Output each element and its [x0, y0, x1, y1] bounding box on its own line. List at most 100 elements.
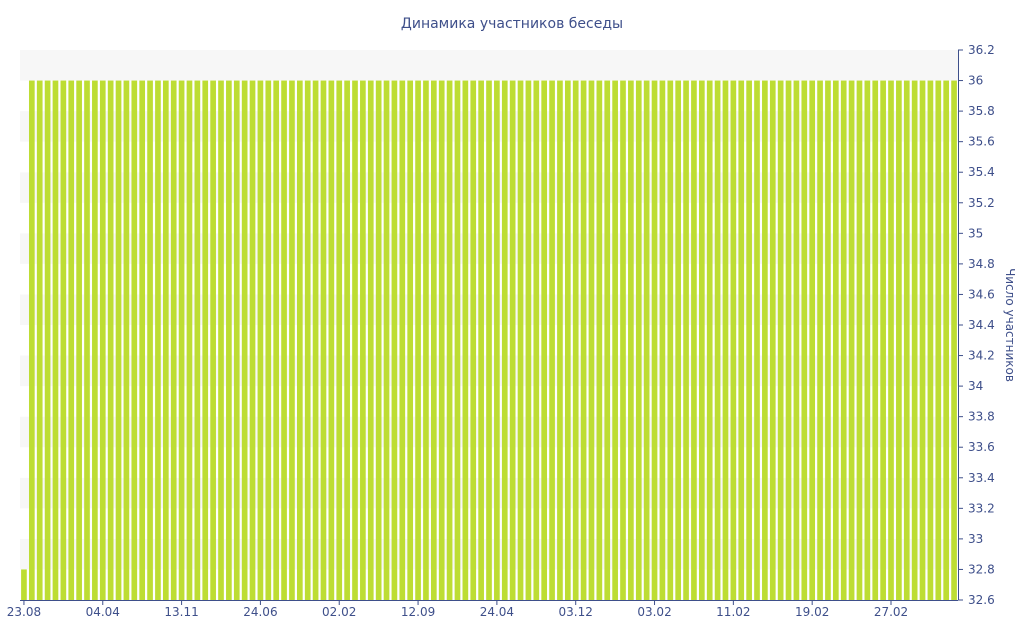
- bar[interactable]: [328, 80, 335, 600]
- bar[interactable]: [762, 80, 768, 600]
- bar[interactable]: [438, 80, 445, 600]
- bar[interactable]: [888, 80, 894, 600]
- bar[interactable]: [809, 80, 816, 600]
- bar[interactable]: [84, 80, 90, 600]
- bar[interactable]: [793, 80, 800, 600]
- bar[interactable]: [162, 80, 169, 600]
- bar[interactable]: [415, 80, 421, 600]
- bar[interactable]: [296, 80, 303, 600]
- bar[interactable]: [604, 80, 611, 600]
- bar[interactable]: [549, 80, 555, 600]
- bar[interactable]: [249, 80, 256, 600]
- bar[interactable]: [123, 80, 130, 600]
- bar[interactable]: [943, 80, 950, 600]
- bar[interactable]: [36, 80, 43, 600]
- bar[interactable]: [525, 80, 532, 600]
- bar[interactable]: [399, 80, 406, 600]
- bar[interactable]: [817, 80, 823, 600]
- bar[interactable]: [375, 80, 382, 600]
- bar[interactable]: [635, 80, 642, 600]
- bar[interactable]: [643, 80, 650, 600]
- bar[interactable]: [92, 80, 98, 600]
- bar[interactable]: [233, 80, 240, 600]
- bar[interactable]: [691, 80, 697, 600]
- bar[interactable]: [746, 80, 752, 600]
- bar[interactable]: [911, 80, 918, 600]
- bar[interactable]: [336, 80, 343, 600]
- bar[interactable]: [667, 80, 674, 600]
- bar[interactable]: [21, 569, 27, 600]
- bar[interactable]: [478, 80, 484, 600]
- bar[interactable]: [832, 80, 839, 600]
- bar[interactable]: [628, 80, 634, 600]
- bar[interactable]: [588, 80, 595, 600]
- bar[interactable]: [935, 80, 942, 600]
- bar[interactable]: [564, 80, 571, 600]
- bar[interactable]: [107, 80, 114, 600]
- bar[interactable]: [856, 80, 863, 600]
- bar[interactable]: [509, 80, 516, 600]
- bar[interactable]: [951, 80, 957, 600]
- bar[interactable]: [675, 80, 682, 600]
- bar[interactable]: [194, 80, 201, 600]
- bar[interactable]: [226, 80, 232, 600]
- bar[interactable]: [44, 80, 51, 600]
- bar[interactable]: [186, 80, 193, 600]
- bar[interactable]: [352, 80, 358, 600]
- bar[interactable]: [383, 80, 390, 600]
- bar[interactable]: [360, 80, 366, 600]
- bar[interactable]: [840, 80, 847, 600]
- bar[interactable]: [848, 80, 855, 600]
- bar[interactable]: [880, 80, 886, 600]
- bar[interactable]: [76, 80, 82, 600]
- bar[interactable]: [738, 80, 745, 600]
- bar[interactable]: [651, 80, 658, 600]
- bar[interactable]: [218, 80, 224, 600]
- bar[interactable]: [265, 80, 272, 600]
- bar[interactable]: [68, 80, 75, 600]
- bar[interactable]: [903, 80, 910, 600]
- bar[interactable]: [430, 80, 437, 600]
- bar[interactable]: [407, 80, 414, 600]
- bar[interactable]: [446, 80, 453, 600]
- bar[interactable]: [494, 80, 500, 600]
- bar[interactable]: [391, 80, 398, 600]
- bar[interactable]: [423, 80, 429, 600]
- bar[interactable]: [872, 80, 879, 600]
- bar[interactable]: [178, 80, 185, 600]
- bar[interactable]: [706, 80, 713, 600]
- bar[interactable]: [289, 80, 295, 600]
- bar[interactable]: [155, 80, 161, 600]
- bar[interactable]: [896, 80, 902, 600]
- bar[interactable]: [99, 80, 106, 600]
- bar[interactable]: [777, 80, 784, 600]
- bar[interactable]: [533, 80, 540, 600]
- bar[interactable]: [462, 80, 469, 600]
- bar[interactable]: [612, 80, 618, 600]
- bar[interactable]: [304, 80, 311, 600]
- bar[interactable]: [28, 80, 35, 600]
- bar[interactable]: [501, 80, 508, 600]
- bar[interactable]: [344, 80, 350, 600]
- bar[interactable]: [170, 80, 177, 600]
- bar[interactable]: [927, 80, 934, 600]
- bar[interactable]: [312, 80, 319, 600]
- bar[interactable]: [769, 80, 776, 600]
- bar[interactable]: [202, 80, 209, 600]
- bar[interactable]: [801, 80, 808, 600]
- bar[interactable]: [131, 80, 138, 600]
- bar[interactable]: [367, 80, 374, 600]
- bar[interactable]: [580, 80, 587, 600]
- bar[interactable]: [714, 80, 721, 600]
- bar[interactable]: [115, 80, 122, 600]
- bar[interactable]: [470, 80, 477, 600]
- bar[interactable]: [754, 80, 760, 600]
- bar[interactable]: [659, 80, 666, 600]
- bar[interactable]: [596, 80, 603, 600]
- bar[interactable]: [683, 80, 689, 600]
- bar[interactable]: [557, 80, 563, 600]
- bar[interactable]: [241, 80, 248, 600]
- bar[interactable]: [620, 80, 626, 600]
- bar[interactable]: [257, 80, 264, 600]
- bar[interactable]: [281, 80, 287, 600]
